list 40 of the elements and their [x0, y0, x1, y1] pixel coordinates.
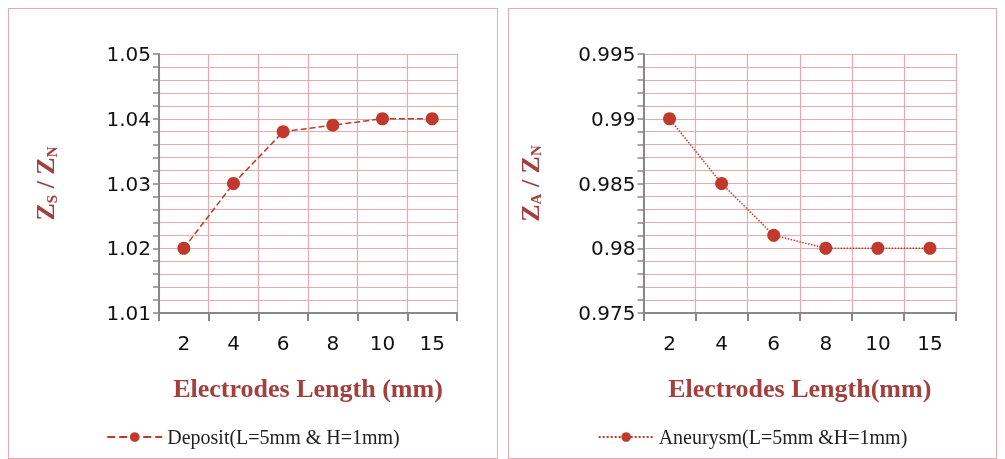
- x-tick-label: 2: [177, 331, 191, 355]
- point: [227, 177, 240, 190]
- x-tick-label: 6: [767, 331, 781, 355]
- y-axis-title: ZA / ZN: [515, 145, 545, 222]
- x-tick-label: 15: [419, 331, 445, 355]
- y-tick-label: 1.01: [106, 301, 151, 325]
- x-tick-label: 8: [819, 331, 833, 355]
- x-tick-label: 10: [369, 331, 396, 355]
- x-axis-title: Electrodes Length(mm): [668, 373, 932, 403]
- x-axis-title: Electrodes Length (mm): [173, 373, 443, 403]
- point: [871, 241, 885, 255]
- x-tick-label: 15: [917, 331, 943, 355]
- point: [923, 241, 937, 255]
- x-tick-label: 4: [715, 331, 728, 355]
- legend-label: Deposit(L=5mm & H=1mm): [167, 426, 400, 449]
- y-tick-label: 0.985: [578, 171, 636, 196]
- y-tick-label: 1.03: [106, 171, 151, 196]
- point: [326, 118, 340, 132]
- y-tick-label: 0.98: [590, 236, 636, 261]
- point: [276, 125, 290, 139]
- point: [819, 241, 833, 255]
- y-tick-label: 0.975: [578, 301, 636, 325]
- point: [177, 241, 191, 255]
- x-tick-label: 2: [663, 331, 676, 355]
- point: [376, 112, 389, 126]
- y-tick-label: 0.995: [578, 42, 636, 66]
- point: [425, 112, 439, 126]
- y-tick-label: 1.05: [106, 42, 151, 66]
- x-tick-label: 4: [227, 331, 240, 355]
- x-tick-label: 10: [865, 331, 891, 355]
- point: [767, 228, 781, 242]
- y-axis-title: ZS / ZN: [31, 146, 60, 221]
- point: [715, 177, 729, 190]
- y-tick-label: 0.99: [590, 106, 636, 131]
- y-tick-label: 1.04: [106, 106, 151, 131]
- x-tick-label: 8: [326, 331, 340, 355]
- y-tick-label: 1.02: [106, 236, 151, 261]
- x-tick-label: 6: [276, 331, 290, 355]
- legend-label: Aneurysm(L=5mm &H=1mm): [658, 426, 908, 449]
- point: [663, 112, 677, 126]
